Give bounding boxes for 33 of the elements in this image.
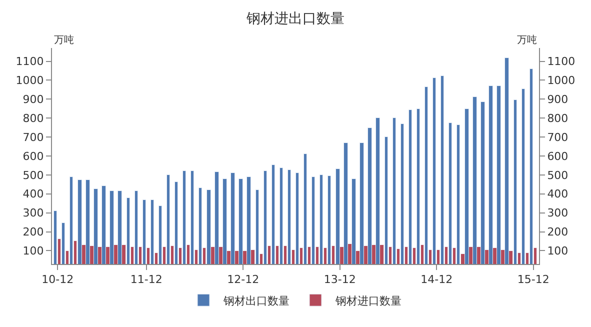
y-tick-label: 900	[22, 93, 44, 106]
y2-tick-label: 600	[547, 150, 568, 163]
x-tick-label: 12-12	[227, 273, 260, 286]
y-tick-label: 100	[22, 244, 44, 258]
y2-tick-label: 1100	[547, 55, 576, 68]
y-tick-label: 1000	[16, 74, 44, 88]
y-tick-label: 500	[22, 168, 44, 182]
y2-tick-label: 900	[547, 93, 568, 106]
y2-tick-label: 100	[547, 244, 568, 258]
chart-title: 钢材进出口数量	[246, 10, 344, 27]
legend-label: 钢材出口数量	[222, 294, 290, 308]
y2-tick-label: 800	[547, 112, 568, 125]
y2-tick-label: 700	[547, 130, 568, 144]
x-tick-label: 15-12	[517, 273, 550, 286]
y-tick-label: 400	[22, 188, 44, 201]
x-tick-label: 10-12	[42, 273, 74, 286]
y-tick-label: 200	[22, 226, 44, 239]
y2-axis-title: 万吨	[517, 34, 537, 46]
y-tick-label: 300	[22, 206, 44, 220]
y-tick-label: 700	[22, 130, 44, 144]
x-tick-label: 11-12	[130, 273, 162, 286]
x-tick-label: 13-12	[324, 273, 356, 286]
y-tick-label: 600	[22, 150, 44, 163]
y2-tick-label: 200	[547, 226, 568, 239]
y-tick-label: 800	[22, 112, 44, 125]
legend-label: 钢材进口数量	[334, 294, 402, 308]
y-axis-title: 万吨	[54, 34, 74, 46]
y2-tick-label: 500	[547, 168, 568, 182]
y-tick-label: 1100	[16, 55, 44, 68]
y2-tick-label: 400	[547, 188, 568, 201]
x-tick-label: 14-12	[420, 273, 453, 286]
y2-tick-label: 300	[547, 206, 568, 220]
y2-tick-label: 1000	[547, 74, 576, 88]
